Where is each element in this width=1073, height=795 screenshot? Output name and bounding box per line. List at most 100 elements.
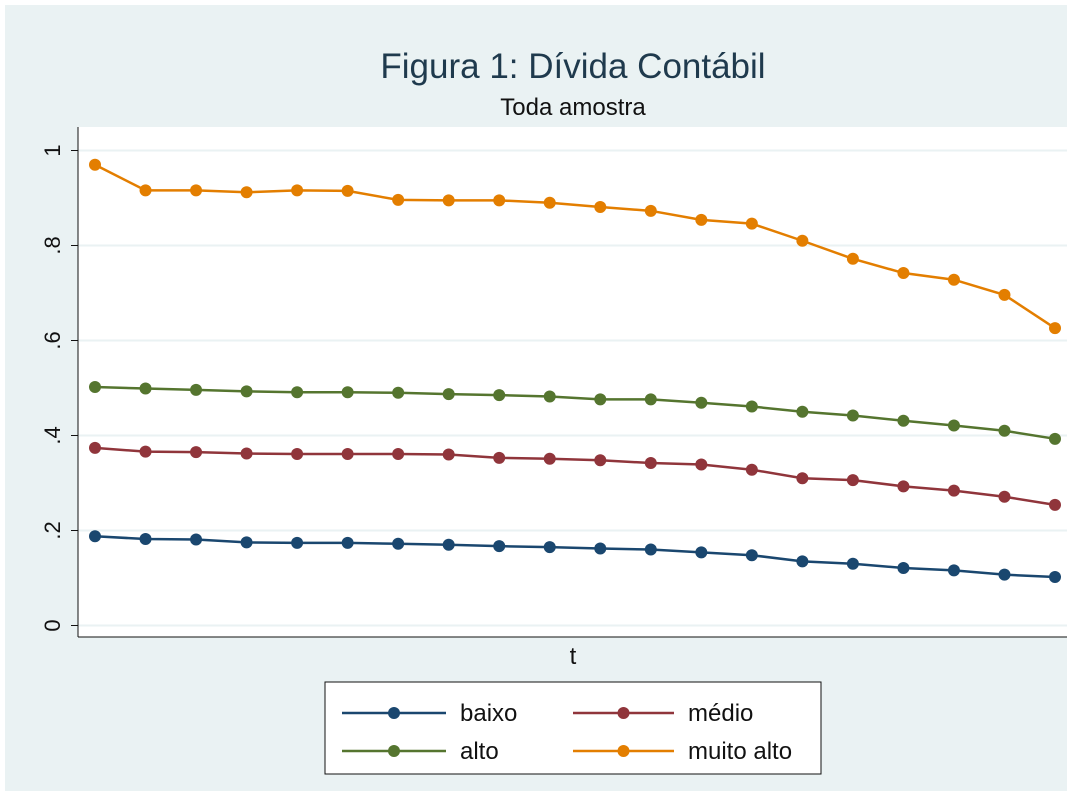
data-point (240, 385, 253, 398)
data-point (493, 389, 506, 402)
series-line (94, 163, 1056, 330)
data-point (89, 381, 101, 394)
data-point (291, 536, 304, 549)
data-point (543, 390, 556, 403)
data-point (897, 267, 910, 280)
data-point (644, 457, 657, 470)
series-line (94, 534, 1056, 579)
data-point (846, 409, 859, 422)
data-point (341, 448, 354, 461)
data-point (543, 196, 556, 209)
series-3 (89, 158, 1061, 335)
data-point (341, 184, 354, 197)
data-point (89, 441, 101, 454)
data-point (594, 201, 607, 214)
legend-item: alto (342, 738, 499, 765)
data-point (392, 537, 405, 550)
chart-frame: Figura 1: Dívida Contábil Toda amostra 0… (5, 5, 1067, 791)
data-point (543, 452, 556, 465)
legend: baixo médio alto muito alto (324, 681, 822, 775)
data-point (796, 405, 809, 418)
data-point (190, 533, 203, 546)
legend-label: baixo (460, 700, 517, 727)
data-point (947, 419, 960, 432)
chart: Figura 1: Dívida Contábil Toda amostra 0… (40, 47, 1067, 775)
data-point (594, 393, 607, 406)
data-point (695, 396, 708, 409)
legend-item: médio (573, 700, 753, 727)
data-point (947, 564, 960, 577)
data-point (240, 447, 253, 460)
data-point (644, 393, 657, 406)
legend-swatch-marker (388, 707, 400, 719)
legend-label: médio (688, 700, 753, 727)
data-point (291, 448, 304, 461)
data-point (846, 474, 859, 487)
series-2 (89, 381, 1061, 445)
data-point (89, 158, 101, 171)
legend-label: muito alto (688, 738, 792, 765)
data-point (139, 445, 152, 458)
data-point (644, 543, 657, 556)
data-point (190, 184, 203, 197)
data-point (695, 546, 708, 559)
legend-items: baixo médio alto muito alto (342, 700, 792, 765)
data-point (392, 386, 405, 399)
data-point (341, 536, 354, 549)
data-point (897, 480, 910, 493)
data-point (442, 538, 455, 551)
data-point (493, 451, 506, 464)
data-point (998, 490, 1011, 503)
data-point (998, 424, 1011, 437)
data-point (695, 458, 708, 471)
data-point (695, 213, 708, 226)
data-point (240, 536, 253, 549)
data-point (190, 446, 203, 459)
data-point (139, 382, 152, 395)
data-point (190, 383, 203, 396)
y-tick-label: .2 (40, 521, 65, 539)
series-0 (89, 530, 1061, 584)
data-point (745, 400, 758, 413)
data-point (947, 273, 960, 286)
data-point (947, 484, 960, 497)
data-point (139, 533, 152, 546)
data-point (341, 386, 354, 399)
series-line (94, 385, 1056, 441)
data-point (745, 217, 758, 230)
chart-subtitle: Toda amostra (500, 94, 646, 121)
data-point (897, 414, 910, 427)
legend-swatch-marker (388, 745, 400, 757)
series-1 (89, 441, 1061, 511)
y-tick-label: 0 (40, 619, 65, 631)
data-point (442, 194, 455, 207)
y-tick-label: .8 (40, 236, 65, 254)
data-point (594, 542, 607, 555)
legend-label: alto (460, 738, 499, 765)
data-point (392, 193, 405, 206)
data-point (745, 463, 758, 476)
data-point (644, 204, 657, 217)
legend-item: muito alto (573, 738, 792, 765)
data-point (1049, 322, 1061, 335)
chart-title: Figura 1: Dívida Contábil (380, 47, 765, 86)
data-point (240, 186, 253, 199)
data-point (998, 568, 1011, 581)
data-point (846, 252, 859, 265)
y-tick-label: .6 (40, 331, 65, 349)
data-point (493, 540, 506, 553)
series-line (94, 446, 1056, 507)
legend-swatch-marker (617, 707, 630, 719)
gridlines (78, 149, 1067, 627)
data-point (543, 541, 556, 554)
legend-item: baixo (342, 700, 517, 727)
data-point (796, 472, 809, 485)
series-layer (89, 158, 1061, 584)
data-point (291, 386, 304, 399)
x-axis-title: t (570, 643, 577, 670)
data-point (1049, 432, 1061, 445)
data-point (139, 184, 152, 197)
data-point (594, 454, 607, 467)
legend-swatch-marker (617, 745, 630, 757)
data-point (1049, 571, 1061, 584)
